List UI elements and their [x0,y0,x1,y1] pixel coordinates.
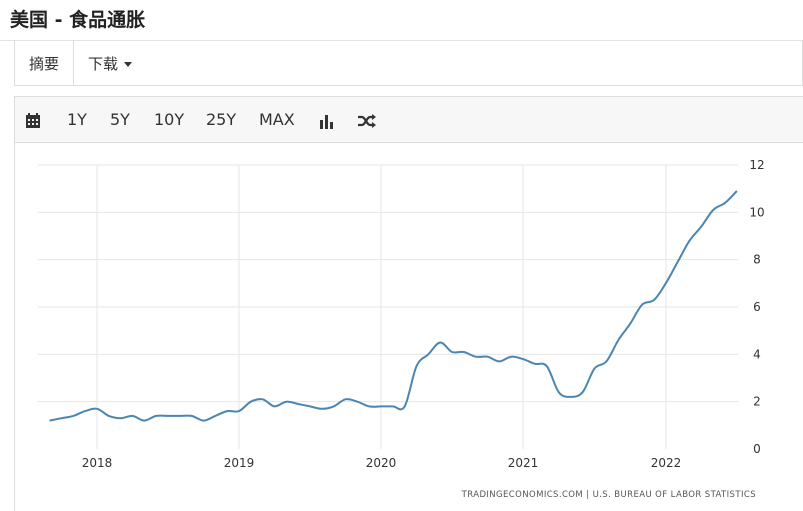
range-1y-button[interactable]: 1Y [67,110,87,129]
x-tick-label: 2021 [508,456,539,470]
y-tick-label: 6 [753,300,761,314]
chevron-down-icon [124,61,133,67]
tab-summary[interactable]: 摘要 [15,41,75,85]
page-title: 美国 - 食品通胀 [10,9,146,31]
range-25y-button[interactable]: 25Y [206,110,237,129]
tab-summary-label: 摘要 [29,54,60,73]
tab-download[interactable]: 下载 [74,41,146,85]
chart-panel: 1Y 5Y 10Y 25Y MAX [14,96,803,511]
range-10y-button[interactable]: 10Y [154,110,185,129]
y-tick-label: 0 [753,442,761,456]
shuffle-icon[interactable] [357,97,377,142]
tab-download-label: 下载 [88,54,119,73]
range-max-button[interactable]: MAX [259,110,295,129]
y-tick-label: 10 [749,205,764,219]
y-tick-label: 2 [753,395,761,409]
range-5y-button[interactable]: 5Y [110,110,130,129]
x-tick-label: 2020 [366,456,397,470]
y-tick-label: 12 [749,158,764,172]
series-line [49,190,738,422]
x-tick-label: 2022 [651,456,682,470]
chart-toolbar: 1Y 5Y 10Y 25Y MAX [15,97,803,143]
calendar-icon[interactable] [25,97,41,142]
x-tick-label: 2018 [82,456,113,470]
title-divider [0,40,803,41]
bar-chart-icon[interactable] [319,97,335,142]
y-tick-label: 8 [753,253,761,267]
y-tick-label: 4 [753,347,761,361]
x-tick-label: 2019 [224,456,255,470]
chart-credit: TRADINGECONOMICS.COM | U.S. BUREAU OF LA… [461,490,756,500]
